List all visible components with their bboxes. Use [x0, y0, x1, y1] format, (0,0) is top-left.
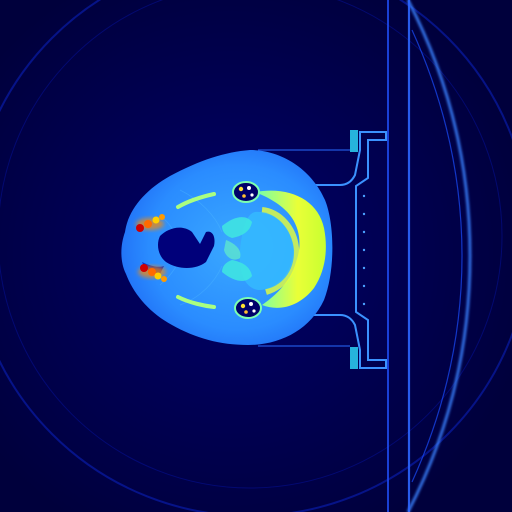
holder-outline [311, 131, 387, 369]
head [121, 150, 333, 345]
occipital-bone [255, 190, 326, 308]
petrous-right [222, 260, 252, 281]
clivus [224, 240, 241, 260]
dental-lower [138, 264, 167, 282]
occipital-inner [261, 207, 300, 295]
mandible-upper [176, 192, 216, 209]
dental-upper [136, 214, 165, 232]
holder-clip-bottom [350, 347, 358, 369]
holder-dots [362, 194, 366, 306]
brainstem [239, 211, 295, 290]
petrous-left [222, 217, 252, 238]
airway-cavity [158, 227, 215, 268]
mastoid-left [232, 181, 260, 203]
holder-clip-top [350, 130, 358, 152]
mastoid-right [234, 297, 262, 319]
couch-arc [406, 0, 472, 512]
couch-arc-inner [411, 29, 463, 483]
inner-ring [0, 0, 503, 489]
mandible-lower [176, 295, 216, 309]
head-holder [258, 130, 387, 369]
